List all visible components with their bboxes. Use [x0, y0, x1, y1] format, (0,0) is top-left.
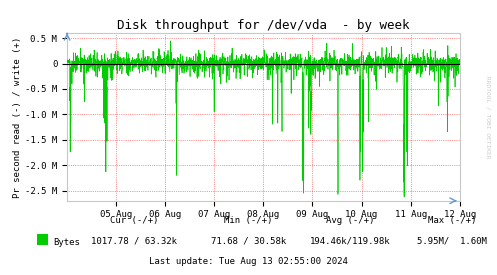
Text: 194.46k/119.98k: 194.46k/119.98k: [310, 236, 391, 246]
Text: 5.95M/  1.60M: 5.95M/ 1.60M: [417, 236, 487, 246]
Text: Max (-/+): Max (-/+): [428, 216, 477, 225]
Text: RRDTOOL / TOBI OETIKER: RRDTOOL / TOBI OETIKER: [486, 76, 491, 158]
Text: 1017.78 / 63.32k: 1017.78 / 63.32k: [91, 236, 177, 246]
Title: Disk throughput for /dev/vda  - by week: Disk throughput for /dev/vda - by week: [117, 19, 410, 32]
Text: Cur (-/+): Cur (-/+): [110, 216, 159, 225]
Text: Min (-/+): Min (-/+): [224, 216, 273, 225]
Text: 71.68 / 30.58k: 71.68 / 30.58k: [211, 236, 286, 246]
Text: Avg (-/+): Avg (-/+): [326, 216, 375, 225]
Y-axis label: Pr second read (-) / write (+): Pr second read (-) / write (+): [13, 36, 22, 197]
Text: Last update: Tue Aug 13 02:55:00 2024: Last update: Tue Aug 13 02:55:00 2024: [149, 257, 348, 266]
Text: Bytes: Bytes: [53, 238, 80, 247]
